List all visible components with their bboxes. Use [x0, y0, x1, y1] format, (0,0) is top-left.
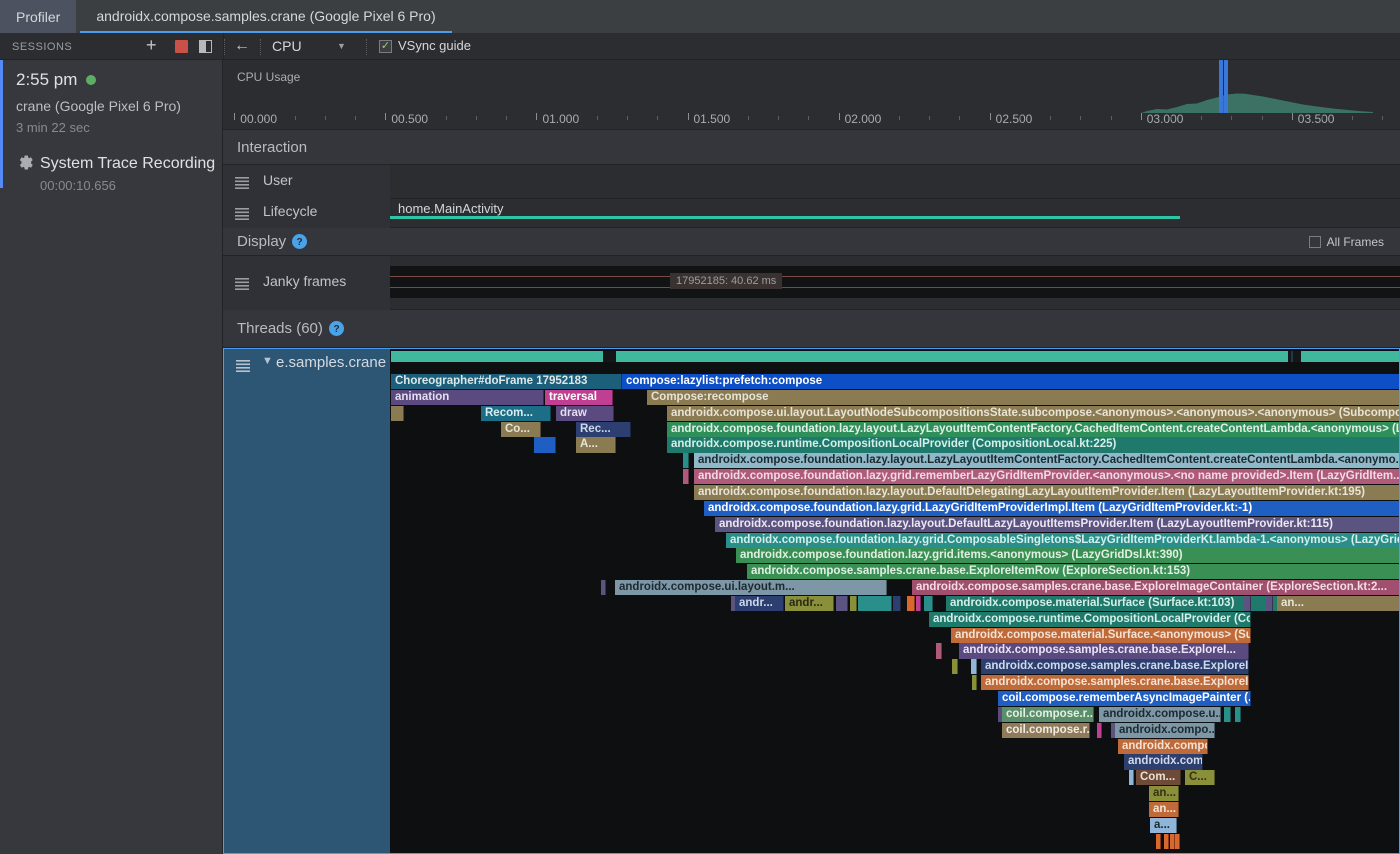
svg-text:?: ?	[333, 324, 339, 335]
svg-text:?: ?	[297, 237, 303, 248]
